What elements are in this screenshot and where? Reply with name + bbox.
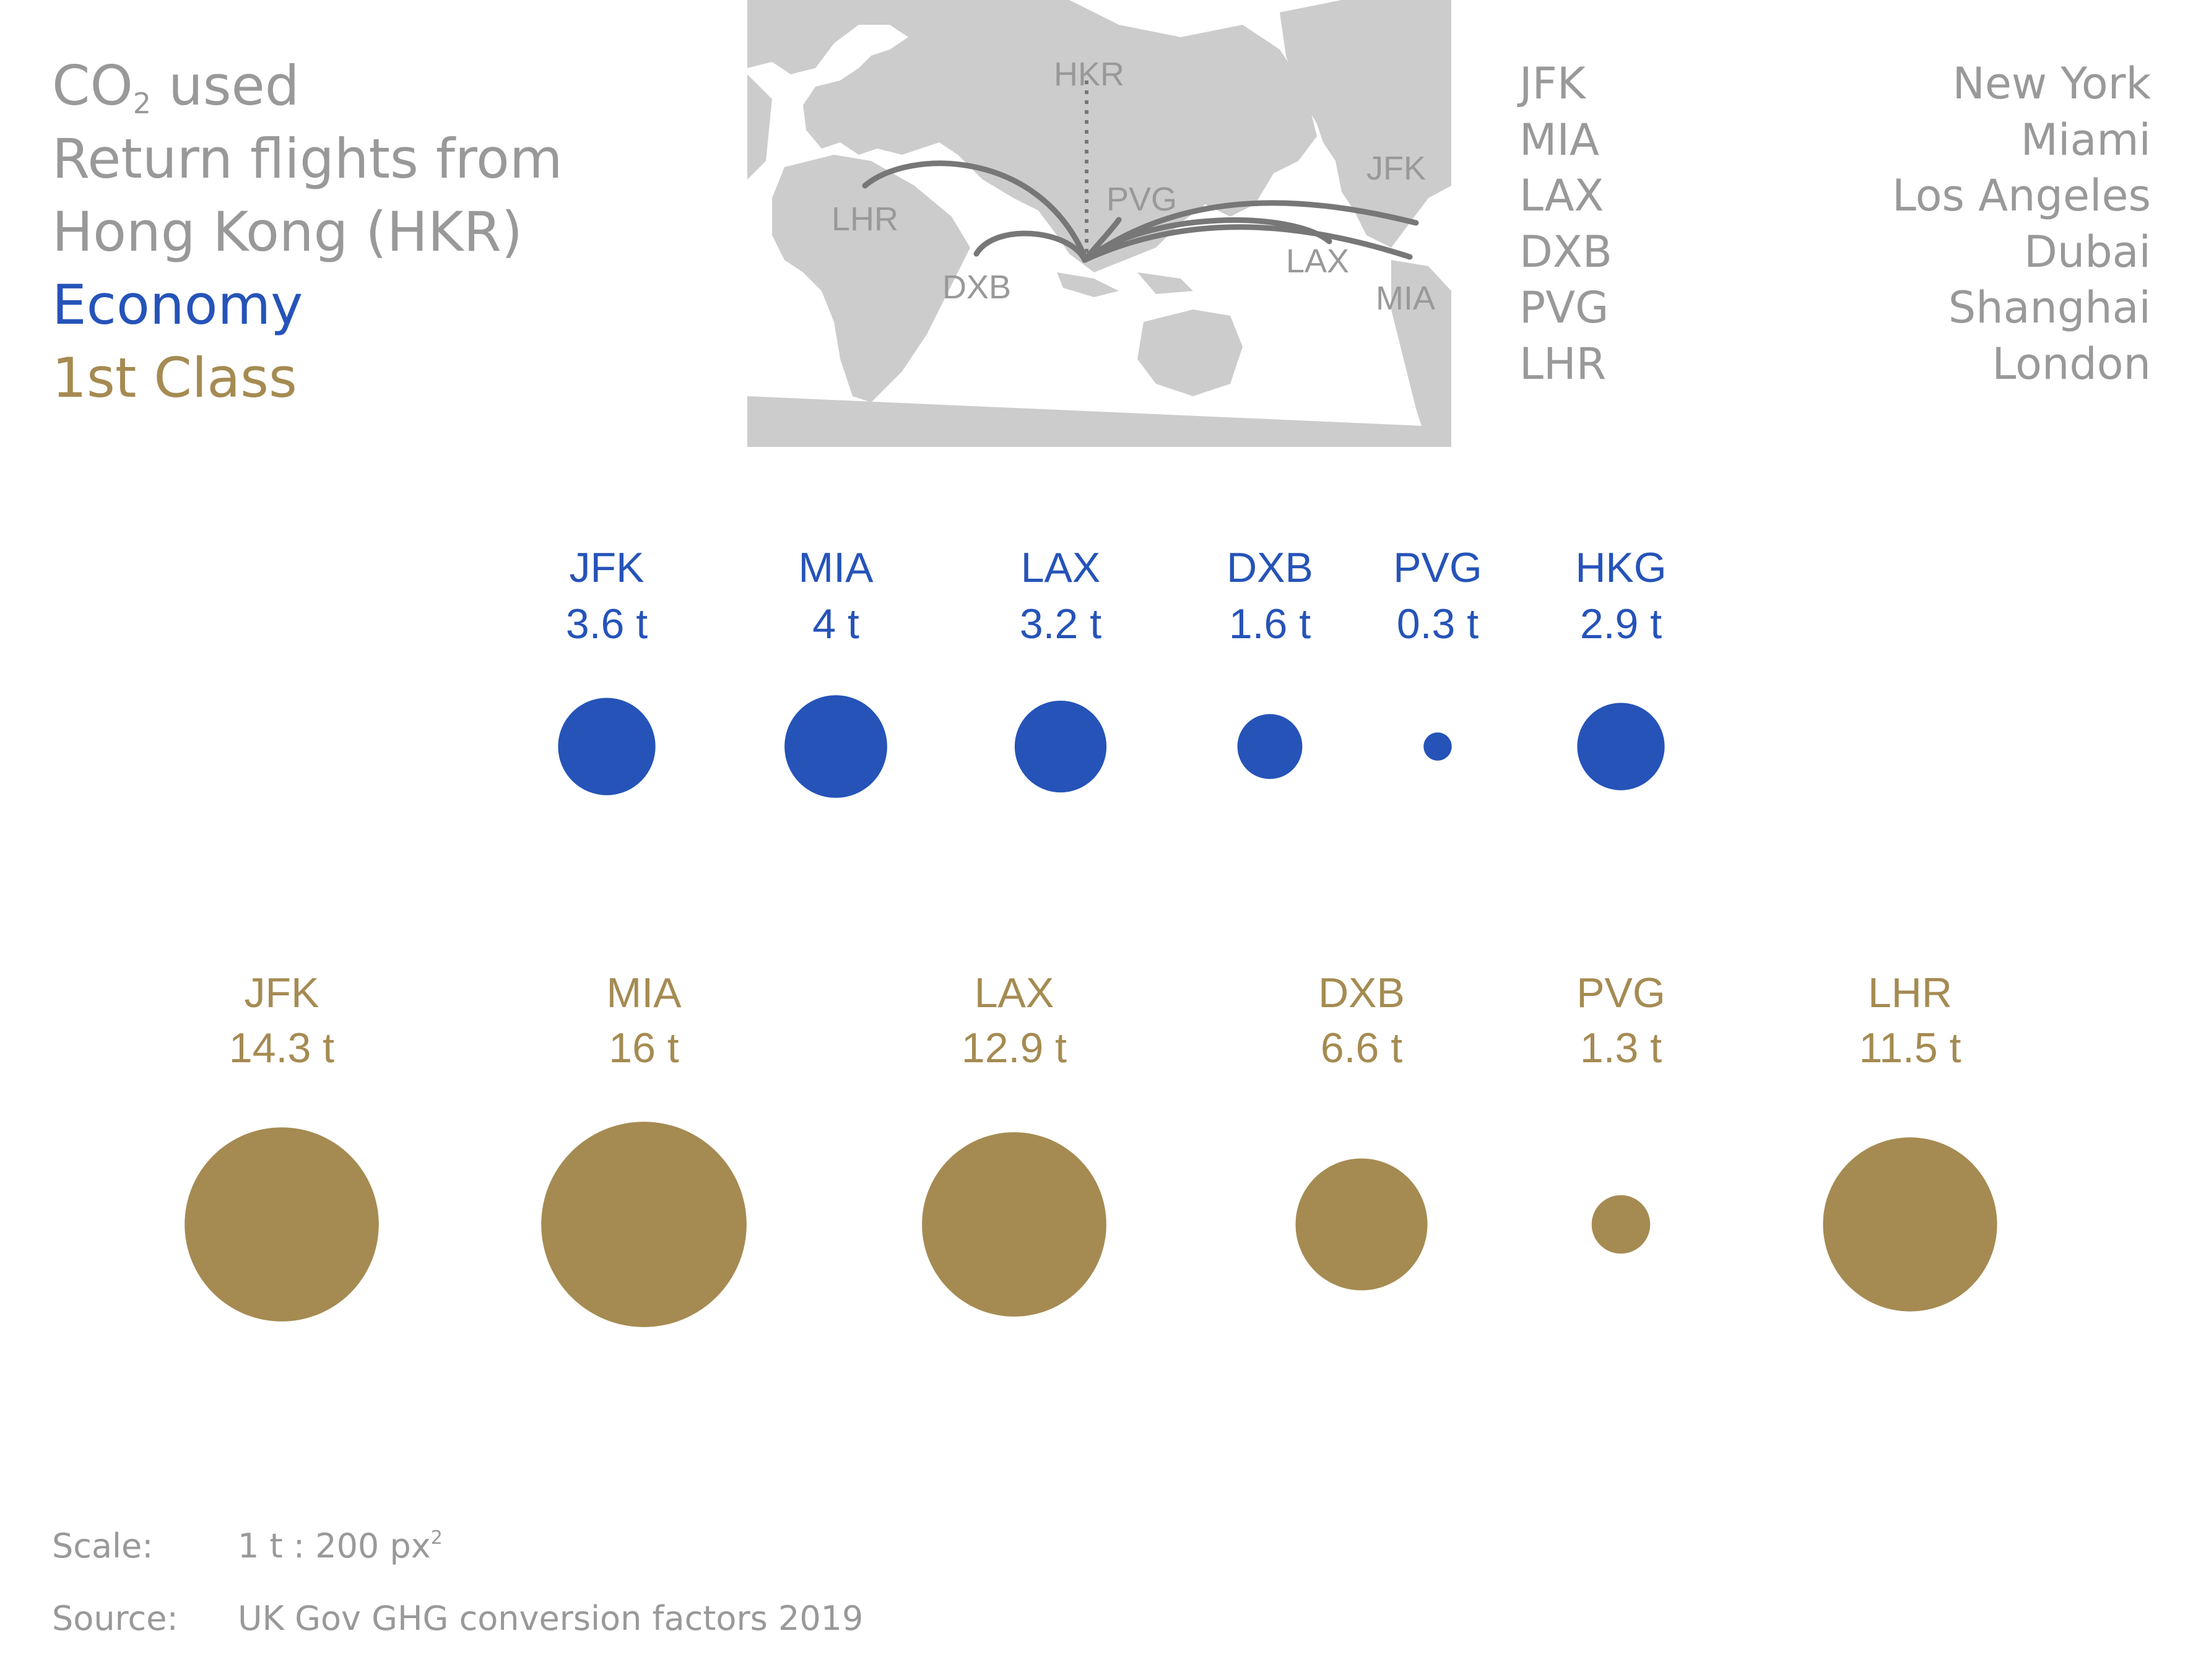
legend-first-class: 1st Class <box>52 346 297 410</box>
airport-city: London <box>1992 338 2151 389</box>
map-land-eurasia <box>747 0 1317 272</box>
bubble-value-label: 2.9 t <box>1580 600 1662 647</box>
map-land-north-america <box>1280 0 1451 248</box>
bubble-mia-first-class <box>541 1122 747 1327</box>
bubble-code-label: LAX <box>975 969 1054 1016</box>
map-land-south-strip <box>747 396 1451 447</box>
bubble-value-label: 16 t <box>609 1024 679 1072</box>
map-label-hkr: HKR <box>1054 56 1124 93</box>
bubble-code-label: JFK <box>570 544 645 591</box>
bubble-value-label: 12.9 t <box>962 1024 1067 1072</box>
bubble-value-label: 14.3 t <box>229 1024 334 1072</box>
scale-label: Scale: <box>52 1526 154 1565</box>
map-label-lax: LAX <box>1286 243 1349 280</box>
airport-code: DXB <box>1519 226 1612 277</box>
map-land <box>747 0 1451 447</box>
bubble-mia-economy <box>784 695 887 798</box>
bubble-jfk-first-class <box>185 1127 379 1322</box>
bubble-code-label: MIA <box>607 969 682 1016</box>
map-land-south-america <box>1391 260 1451 447</box>
bubble-code-label: LAX <box>1021 544 1101 591</box>
airport-city: Los Angeles <box>1891 170 2151 221</box>
source-label: Source: <box>52 1599 178 1638</box>
map-label-dxb: DXB <box>942 269 1011 306</box>
title-line-2: Return flights from <box>52 127 563 191</box>
chart-title: CO2 used Return flights from Hong Kong (… <box>52 50 563 415</box>
airport-row: DXB Dubai <box>1519 224 2151 280</box>
bubble-lax-economy <box>1014 700 1107 793</box>
airport-row: LHR London <box>1519 336 2151 392</box>
airport-code: MIA <box>1519 114 1599 165</box>
bubble-value-label: 4 t <box>812 600 859 647</box>
scale-superscript: 2 <box>430 1527 443 1549</box>
title-co2-text: CO <box>52 54 133 118</box>
airport-row: PVG Shanghai <box>1519 280 2151 336</box>
map-land-indonesia <box>1057 272 1119 297</box>
bubble-pvg-economy <box>1423 732 1452 761</box>
route-lhr <box>862 160 1088 260</box>
bubble-lax-first-class <box>922 1132 1106 1317</box>
map-routes <box>862 160 1419 263</box>
route-dxb <box>973 230 1088 263</box>
map-land-west-sliver <box>747 74 772 180</box>
bubble-value-label: 6.6 t <box>1321 1024 1402 1072</box>
title-used-text: used <box>151 54 300 118</box>
airport-code: PVG <box>1519 282 1609 333</box>
source-note: Source: UK Gov GHG conversion factors 201… <box>52 1599 863 1638</box>
bubble-code-label: PVG <box>1576 969 1665 1016</box>
airport-code: LHR <box>1519 338 1607 389</box>
route-mia <box>1082 224 1413 263</box>
airport-row: LAX Los Angeles <box>1519 168 2151 224</box>
map-label-mia: MIA <box>1376 280 1435 317</box>
airport-city: Shanghai <box>1948 282 2151 333</box>
map-land-africa <box>772 155 970 402</box>
bubble-jfk-economy <box>558 698 656 795</box>
title-co2-subscript: 2 <box>132 87 151 120</box>
route-pvg <box>1082 217 1122 263</box>
bubble-value-label: 1.3 t <box>1580 1024 1662 1072</box>
airport-legend: JFK New York MIA Miami LAX Los Angeles D… <box>1519 56 2151 392</box>
airport-row: MIA Miami <box>1519 112 2151 168</box>
bubble-value-label: 3.6 t <box>566 600 648 647</box>
airport-city: Miami <box>2020 114 2151 165</box>
map-label-lhr: LHR <box>832 201 898 238</box>
route-map: HKR PVG LHR DXB JFK LAX MIA <box>747 0 1451 447</box>
map-label-jfk: JFK <box>1366 150 1426 187</box>
airport-city: Dubai <box>2023 226 2151 277</box>
bubble-value-label: 11.5 t <box>1859 1024 1961 1072</box>
bubble-code-label: HKG <box>1575 544 1666 591</box>
bubble-value-label: 3.2 t <box>1020 600 1101 647</box>
title-co2-line: CO2 used <box>52 50 563 123</box>
scale-note: Scale: 1 t : 200 px2 <box>52 1526 443 1565</box>
map-label-pvg: PVG <box>1106 181 1177 218</box>
map-land-new-guinea <box>1137 272 1193 294</box>
bubble-code-label: DXB <box>1227 544 1313 591</box>
bubble-hkg-economy <box>1577 703 1665 790</box>
scale-value: 1 t : 200 px <box>238 1526 431 1565</box>
airport-code: JFK <box>1519 58 1586 109</box>
bubble-pvg-first-class <box>1591 1195 1651 1254</box>
bubble-value-label: 0.3 t <box>1397 600 1479 647</box>
bubble-dxb-first-class <box>1295 1158 1428 1291</box>
airport-code: LAX <box>1519 170 1604 221</box>
bubble-code-label: LHR <box>1868 969 1952 1016</box>
bubble-code-label: DXB <box>1318 969 1405 1016</box>
source-value: UK Gov GHG conversion factors 2019 <box>238 1599 864 1638</box>
title-line-3: Hong Kong (HKR) <box>52 200 523 264</box>
bubble-lhr-first-class <box>1823 1137 1997 1312</box>
map-land-australia <box>1137 310 1243 396</box>
airport-city: New York <box>1952 58 2151 109</box>
bubble-code-label: JFK <box>245 969 319 1016</box>
bubble-code-label: PVG <box>1393 544 1482 591</box>
airport-row: JFK New York <box>1519 56 2151 112</box>
bubble-code-label: MIA <box>799 544 874 591</box>
bubble-dxb-economy <box>1237 714 1303 779</box>
bubble-value-label: 1.6 t <box>1229 600 1311 647</box>
legend-economy: Economy <box>52 273 303 337</box>
